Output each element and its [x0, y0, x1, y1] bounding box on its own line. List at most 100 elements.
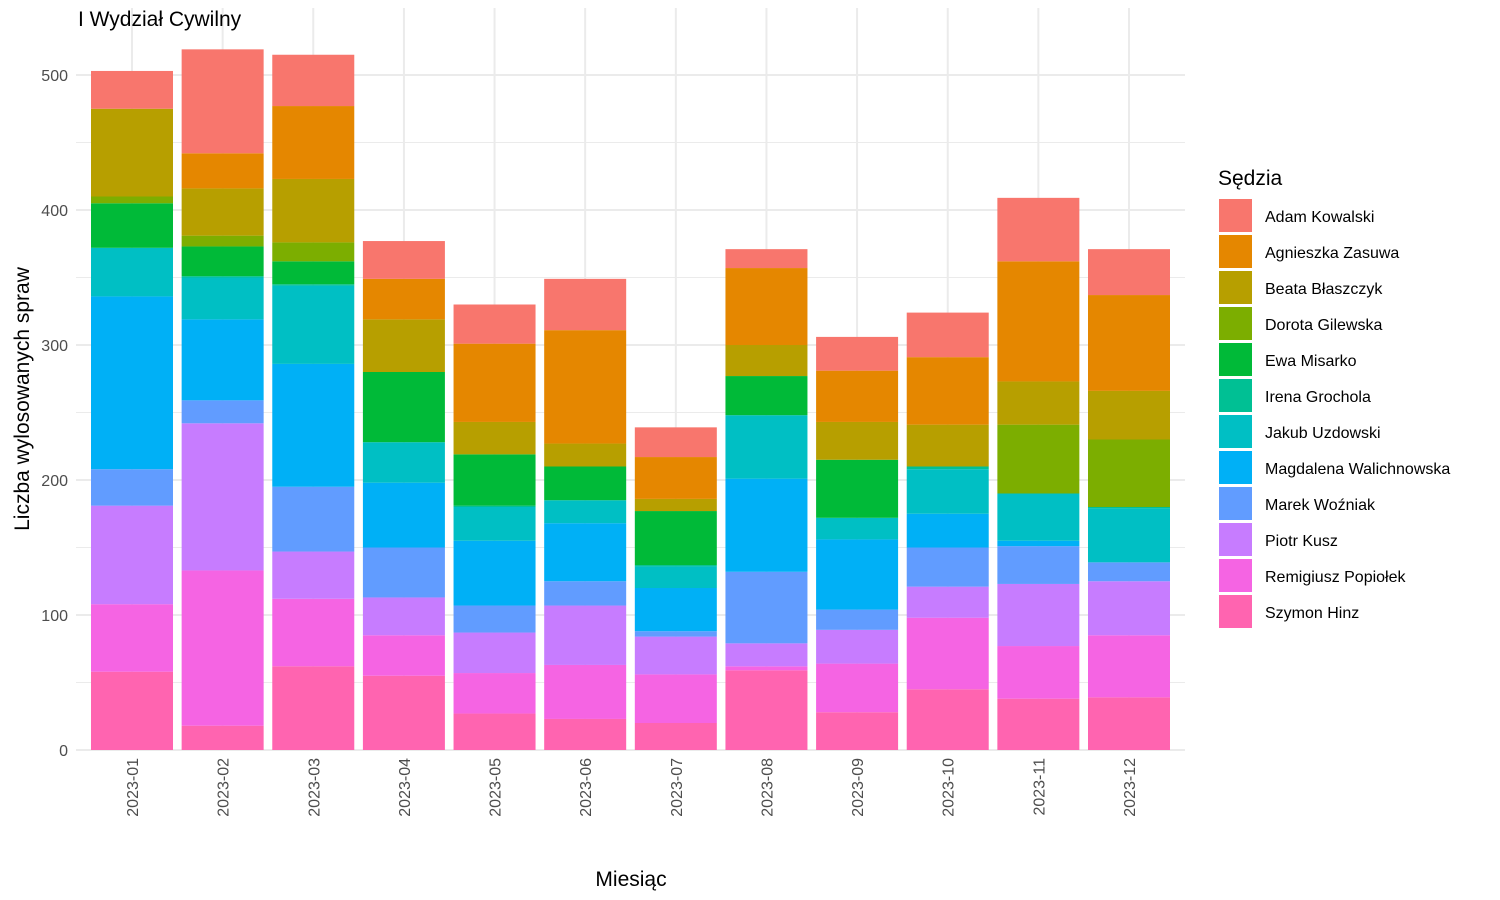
bar-segment [997, 261, 1080, 382]
bar-segment [997, 546, 1080, 584]
bar-segment [816, 629, 899, 664]
bar-segment [906, 312, 989, 358]
bar-segment [272, 551, 355, 599]
bar-segment [725, 571, 808, 644]
bar-segment [181, 49, 264, 154]
bar-segment [725, 345, 808, 377]
legend-swatch [1219, 523, 1252, 556]
bar-segment [362, 278, 445, 320]
bar-segment [181, 400, 264, 424]
bar-segment [725, 478, 808, 572]
bar-segment [997, 698, 1080, 750]
bar-segment [1088, 635, 1170, 698]
bar-segment [816, 459, 899, 518]
bar-segment [634, 631, 717, 637]
bar-segment [544, 718, 627, 750]
x-tick-label: 2023-01 [125, 758, 142, 817]
bar-segment [997, 381, 1080, 425]
legend-swatch [1219, 343, 1252, 376]
bar-segment [453, 507, 536, 541]
bar-segment [181, 277, 264, 320]
bar-segment [725, 249, 808, 269]
bar-segment [1088, 581, 1170, 636]
bar-segment [272, 178, 355, 243]
bar-segment [997, 197, 1080, 262]
bar-segment [725, 670, 808, 750]
legend-title: Sędzia [1218, 167, 1283, 190]
bar-segment [181, 570, 264, 726]
bar-segment [816, 712, 899, 750]
bar-segment [906, 586, 989, 618]
bar-segment [362, 675, 445, 750]
bar-segment [272, 486, 355, 552]
bar-segment [816, 336, 899, 371]
bar-segment [362, 547, 445, 598]
bar-segment [181, 246, 264, 277]
legend-label: Piotr Kusz [1265, 533, 1338, 550]
bar-segment [906, 466, 989, 470]
bar-segment [91, 108, 173, 197]
x-tick-label: 2023-12 [1122, 758, 1139, 817]
bar-segment [272, 598, 355, 667]
bar-segment [91, 203, 173, 248]
bar-segment [453, 713, 536, 750]
bar-segment [544, 466, 627, 501]
bar-segment [453, 454, 536, 506]
bar-segment [544, 330, 627, 444]
bar-segment [272, 106, 355, 179]
legend-swatch [1219, 307, 1252, 340]
bar-segment [816, 421, 899, 460]
legend-swatch [1219, 559, 1252, 592]
bar-segment [816, 517, 899, 540]
y-tick-label: 200 [41, 473, 68, 490]
bar-segment [816, 663, 899, 713]
x-tick-label: 2023-11 [1031, 758, 1048, 816]
legend-swatch [1219, 271, 1252, 304]
bar-segment [997, 540, 1080, 547]
y-axis-title: Liczba wylosowanych spraw [11, 266, 34, 531]
legend: Sędzia Adam Kowalski Agnieszka Zasuwa Beat… [1218, 167, 1450, 628]
x-tick-label: 2023-03 [306, 758, 323, 817]
bar-segment [1088, 562, 1170, 582]
x-tick-label: 2023-08 [759, 758, 776, 817]
bar-segment [362, 597, 445, 636]
bar-segment [906, 357, 989, 425]
bar-segment [272, 284, 355, 286]
bar-segment [362, 482, 445, 548]
bar-segment [362, 241, 445, 279]
bar-segment [91, 247, 173, 297]
bar-segment [453, 673, 536, 714]
bar-segment [272, 363, 355, 487]
y-tick-label: 300 [41, 338, 68, 355]
bar-segment [906, 689, 989, 750]
bar-segment [906, 617, 989, 690]
x-tick-label: 2023-07 [669, 758, 686, 817]
bar-segment [725, 643, 808, 667]
bar-segment [997, 424, 1080, 494]
legend-label: Magdalena Walichnowska [1265, 461, 1450, 478]
bar-segment [272, 54, 355, 107]
bar-segment [362, 372, 445, 443]
bar-segment [906, 513, 989, 548]
bar-segment [181, 235, 264, 247]
bar-segment [91, 70, 173, 109]
bar-segment [91, 505, 173, 605]
bar-segment [544, 500, 627, 524]
bar-segment [816, 370, 899, 422]
bar-segment [634, 457, 717, 499]
bar-segment [1088, 249, 1170, 296]
chart-title: I Wydział Cywilny [78, 8, 242, 31]
legend-label: Jakub Uzdowski [1265, 425, 1381, 442]
bar-segment [816, 609, 899, 630]
bar-segment [544, 664, 627, 719]
legend-label: Irena Grochola [1265, 389, 1371, 406]
bar-segment [453, 304, 536, 344]
bar-segment [181, 319, 264, 401]
legend-swatch [1219, 595, 1252, 628]
bar-segment [725, 376, 808, 416]
bar-segment [634, 511, 717, 566]
bar-segment [181, 725, 264, 750]
axes: 0 100 200 300 400 500 2023-01 2023-02 2023-03 202… [41, 68, 1139, 817]
bar-segment [997, 646, 1080, 699]
